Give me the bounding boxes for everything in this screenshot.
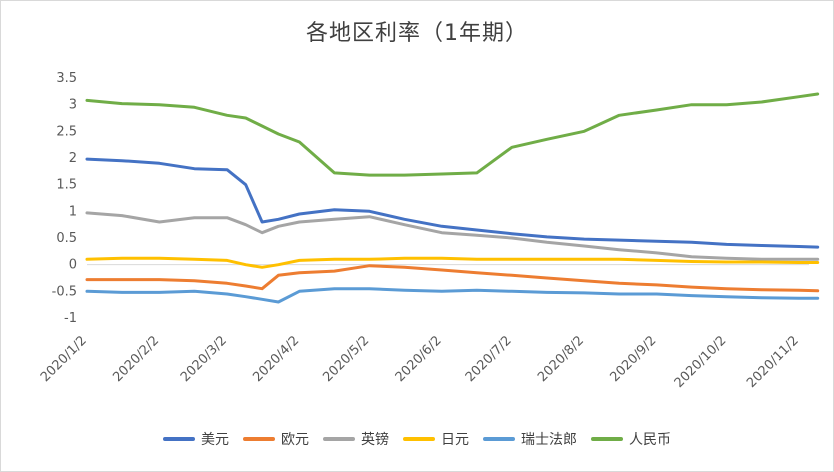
series-line-人民币	[85, 92, 820, 177]
y-tick-label: 1	[69, 204, 77, 219]
legend-label: 英镑	[361, 432, 389, 448]
series-line-英镑	[85, 211, 820, 261]
legend-item: 人民币	[591, 429, 671, 449]
y-tick-label: 3	[69, 98, 77, 113]
x-tick-label: 2020/2/2	[110, 333, 162, 385]
legend-swatch	[591, 437, 623, 441]
legend-swatch	[323, 437, 355, 441]
legend-label: 美元	[201, 432, 229, 448]
legend-item: 欧元	[243, 429, 309, 449]
legend-swatch	[163, 437, 195, 441]
legend-label: 人民币	[629, 432, 671, 448]
y-tick-label: 1.5	[56, 178, 77, 193]
legend-item: 英镑	[323, 429, 389, 449]
series-line-瑞士法郎	[85, 287, 820, 304]
x-tick-label: 2020/10/2	[672, 333, 730, 391]
x-tick-label: 2020/3/2	[178, 333, 230, 385]
y-tick-label: 2	[69, 151, 77, 166]
legend-label: 欧元	[281, 432, 309, 448]
series-line-日元	[85, 256, 820, 269]
x-tick-label: 2020/8/2	[535, 333, 587, 385]
y-tick-label: 0.5	[56, 231, 77, 246]
y-tick-label: -1	[64, 311, 77, 326]
x-tick-label: 2020/6/2	[393, 333, 445, 385]
legend-item: 日元	[403, 429, 469, 449]
legend-swatch	[403, 437, 435, 441]
legend-item: 美元	[163, 429, 229, 449]
legend-label: 瑞士法郎	[521, 432, 577, 448]
x-tick-label: 2020/1/2	[38, 333, 90, 385]
x-tick-label: 2020/7/2	[463, 333, 515, 385]
chart-title: 各地区利率（1年期）	[306, 21, 528, 46]
legend: 美元 欧元 英镑 日元 瑞士法郎 人民币	[1, 429, 833, 449]
legend-item: 瑞士法郎	[483, 429, 577, 449]
x-tick-label: 2020/5/2	[320, 333, 372, 385]
x-tick-label: 2020/9/2	[608, 333, 660, 385]
series-line-美元	[85, 157, 820, 249]
legend-swatch	[243, 437, 275, 441]
legend-swatch	[483, 437, 515, 441]
y-tick-label: -0.5	[52, 284, 77, 299]
legend-label: 日元	[441, 432, 469, 448]
x-tick-label: 2020/11/2	[744, 333, 802, 391]
y-tick-label: 3.5	[56, 71, 77, 86]
y-tick-label: 0	[69, 258, 77, 273]
series-line-欧元	[85, 264, 820, 293]
x-tick-label: 2020/4/2	[250, 333, 302, 385]
y-tick-label: 2.5	[56, 124, 77, 139]
